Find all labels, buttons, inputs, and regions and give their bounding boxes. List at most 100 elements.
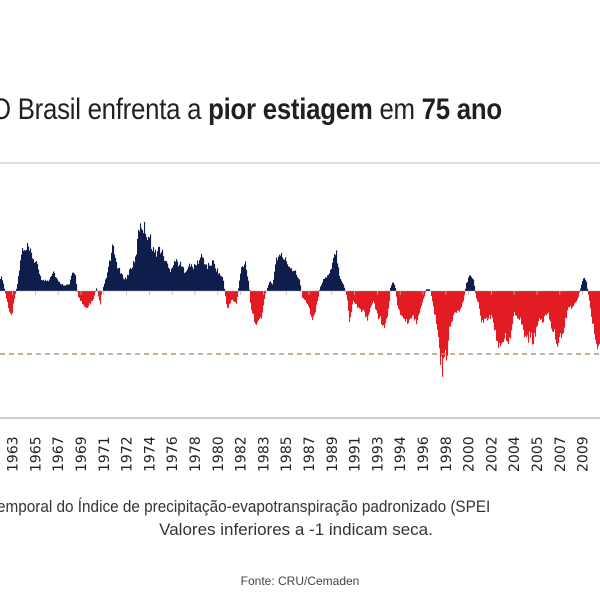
bar-positive — [124, 279, 126, 291]
bar-positive — [393, 282, 395, 291]
bar-negative — [82, 291, 84, 304]
bar-negative — [569, 291, 571, 308]
bar-negative — [481, 291, 483, 323]
bar-negative — [500, 291, 502, 347]
x-tick-label: 1991 — [348, 436, 364, 472]
bar-negative — [462, 291, 464, 303]
bar-negative — [396, 291, 398, 297]
bar-negative — [232, 291, 234, 300]
bar-positive — [323, 279, 325, 291]
bar-positive — [16, 288, 18, 291]
bar-positive — [179, 264, 181, 291]
bar-positive — [298, 278, 300, 291]
bar-positive — [273, 279, 275, 291]
bar-negative — [477, 291, 479, 302]
bar-positive — [158, 247, 160, 291]
bar-positive — [219, 273, 221, 291]
bar-negative — [356, 291, 358, 304]
x-tick-label: 2004 — [507, 436, 523, 472]
bar-positive — [28, 246, 30, 291]
bar-positive — [324, 278, 326, 291]
x-tick-label: 1972 — [120, 436, 136, 472]
bar-negative — [369, 291, 371, 313]
bar-negative — [525, 291, 527, 336]
bar-positive — [159, 246, 161, 291]
bar-positive — [38, 269, 40, 291]
bar-negative — [313, 291, 315, 317]
bar-negative — [519, 291, 521, 321]
bar-positive — [467, 282, 469, 291]
bar-negative — [521, 291, 523, 325]
bar-negative — [544, 291, 546, 317]
bar-positive — [390, 287, 392, 291]
bar-negative — [361, 291, 363, 312]
bar-positive — [211, 265, 213, 291]
bar-negative — [558, 291, 560, 343]
bar-negative — [511, 291, 513, 331]
bar-positive — [133, 261, 135, 291]
bar-negative — [362, 291, 364, 311]
bar-positive — [333, 257, 335, 291]
bar-negative — [350, 291, 352, 318]
bar-negative — [458, 291, 460, 311]
bar-negative — [539, 291, 541, 319]
bar-positive — [329, 273, 331, 291]
x-tick-label: 1985 — [279, 436, 295, 472]
bar-positive — [148, 237, 150, 291]
bar-positive — [335, 255, 337, 291]
bar-positive — [161, 252, 163, 291]
bar-negative — [463, 291, 465, 301]
bar-positive — [274, 271, 276, 291]
caption-line-2: Valores inferiores a -1 indicam seca. — [159, 520, 433, 539]
bar-positive — [150, 234, 152, 291]
bar-negative — [415, 291, 417, 320]
bar-negative — [315, 291, 317, 313]
bar-negative — [91, 291, 93, 302]
bar-negative — [251, 291, 253, 310]
bar-negative — [254, 291, 256, 323]
bar-positive — [30, 248, 32, 291]
bar-negative — [450, 291, 452, 327]
bar-negative — [365, 291, 367, 318]
bar-negative — [566, 291, 568, 319]
bar-negative — [349, 291, 351, 322]
bars-group — [0, 222, 600, 377]
bar-positive — [269, 282, 271, 291]
bar-negative — [409, 291, 411, 320]
bar-negative — [225, 291, 227, 297]
bar-positive — [267, 287, 269, 291]
bar-negative — [307, 291, 309, 305]
bar-positive — [162, 249, 164, 291]
bar-positive — [277, 260, 279, 291]
bar-positive — [115, 257, 117, 291]
bar-positive — [581, 284, 583, 291]
bar-positive — [60, 283, 62, 291]
bar-negative — [560, 291, 562, 334]
bar-negative — [260, 291, 262, 318]
bar-negative — [234, 291, 236, 303]
x-tick-label: 1980 — [211, 436, 227, 472]
bar-positive — [326, 277, 328, 291]
bar-positive — [289, 267, 291, 291]
bar-negative — [589, 291, 591, 301]
bar-negative — [386, 291, 388, 319]
bar-positive — [53, 271, 55, 291]
x-tick-label: 1996 — [416, 436, 432, 472]
bar-negative — [452, 291, 454, 321]
bar-positive — [163, 256, 165, 291]
bar-positive — [291, 268, 293, 291]
bar-positive — [280, 255, 282, 291]
x-tick-label: 1987 — [302, 436, 318, 472]
x-tick-label: 1983 — [256, 436, 272, 472]
bar-positive — [141, 228, 143, 291]
bar-positive — [190, 266, 192, 291]
bar-positive — [241, 267, 243, 291]
bar-negative — [512, 291, 514, 325]
bar-negative — [445, 291, 447, 350]
bar-positive — [471, 277, 473, 291]
bar-negative — [421, 291, 423, 306]
bar-positive — [427, 289, 429, 291]
bar-negative — [444, 291, 446, 357]
bar-negative — [454, 291, 456, 313]
